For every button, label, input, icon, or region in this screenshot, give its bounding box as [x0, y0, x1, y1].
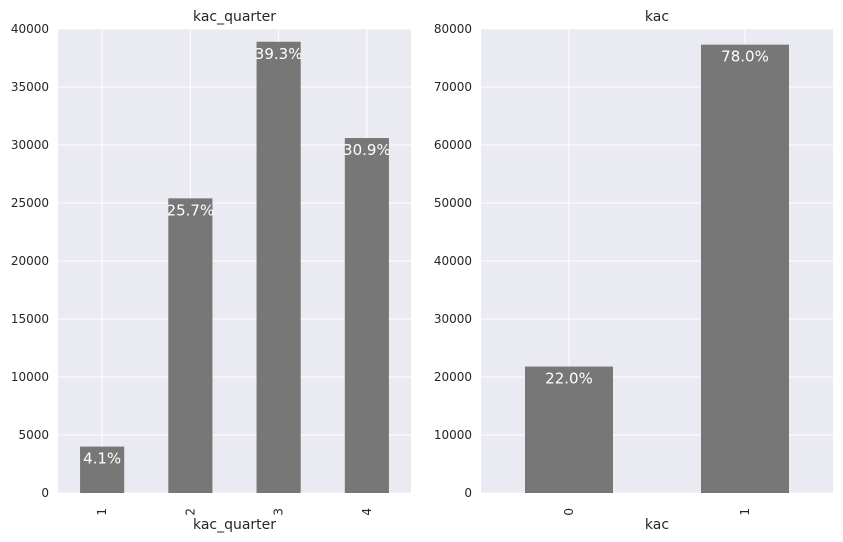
x-tick-label: 2: [183, 508, 197, 516]
y-tick-label: 20000: [11, 254, 49, 268]
bar: [701, 44, 789, 493]
y-tick-label: 35000: [11, 80, 49, 94]
y-tick-label: 60000: [434, 138, 472, 152]
y-tick-label: 0: [41, 486, 49, 500]
bar-labels: 4.1% 25.7% 39.3% 30.9%: [83, 45, 391, 468]
y-tick-labels: 0 10000 20000 30000 40000 50000 60000 70000 8000…: [434, 22, 472, 500]
y-tick-label: 50000: [434, 196, 472, 210]
x-tick-label: 1: [95, 508, 109, 516]
y-tick-label: 20000: [434, 370, 472, 384]
bar: [256, 41, 301, 493]
x-axis-label: kac: [645, 517, 669, 533]
y-tick-label: 10000: [434, 428, 472, 442]
bar: [168, 198, 213, 494]
x-tick-label: 0: [562, 508, 576, 516]
bar-label: 39.3%: [255, 45, 303, 63]
y-tick-label: 40000: [11, 22, 49, 36]
y-tick-label: 30000: [11, 138, 49, 152]
y-tick-label: 15000: [11, 312, 49, 326]
bar: [80, 446, 125, 493]
chart-title: kac_quarter: [193, 9, 276, 25]
chart-title: kac: [645, 9, 669, 25]
bar-label: 22.0%: [545, 370, 593, 388]
y-tick-label: 25000: [11, 196, 49, 210]
bar-label: 30.9%: [343, 141, 391, 159]
bar-label: 4.1%: [83, 450, 121, 468]
y-tick-label: 40000: [434, 254, 472, 268]
x-tick-label: 3: [272, 508, 286, 516]
y-tick-label: 5000: [18, 428, 49, 442]
y-tick-label: 80000: [434, 22, 472, 36]
bars: [525, 44, 789, 493]
bars: [80, 41, 389, 494]
y-tick-label: 70000: [434, 80, 472, 94]
chart-kac-quarter: 4.1% 25.7% 39.3% 30.9% 0 5000 10000 15000 20000…: [11, 9, 411, 533]
bar-labels: 22.0% 78.0%: [545, 48, 769, 388]
y-tick-label: 10000: [11, 370, 49, 384]
bar: [525, 366, 613, 493]
x-tick-label: 1: [738, 508, 752, 516]
bar-label: 25.7%: [167, 201, 215, 219]
bar: [344, 138, 389, 494]
x-tick-label: 4: [360, 508, 374, 516]
bar-label: 78.0%: [721, 48, 769, 66]
x-axis-label: kac_quarter: [193, 517, 276, 533]
y-tick-label: 0: [464, 486, 472, 500]
chart-kac: 22.0% 78.0% 0 10000 20000 30000 40000 50000 600…: [434, 9, 833, 533]
x-tick-labels: 1 2 3 4: [95, 508, 374, 516]
y-tick-label: 30000: [434, 312, 472, 326]
y-tick-labels: 0 5000 10000 15000 20000 25000 30000 35000 40000: [11, 22, 49, 500]
